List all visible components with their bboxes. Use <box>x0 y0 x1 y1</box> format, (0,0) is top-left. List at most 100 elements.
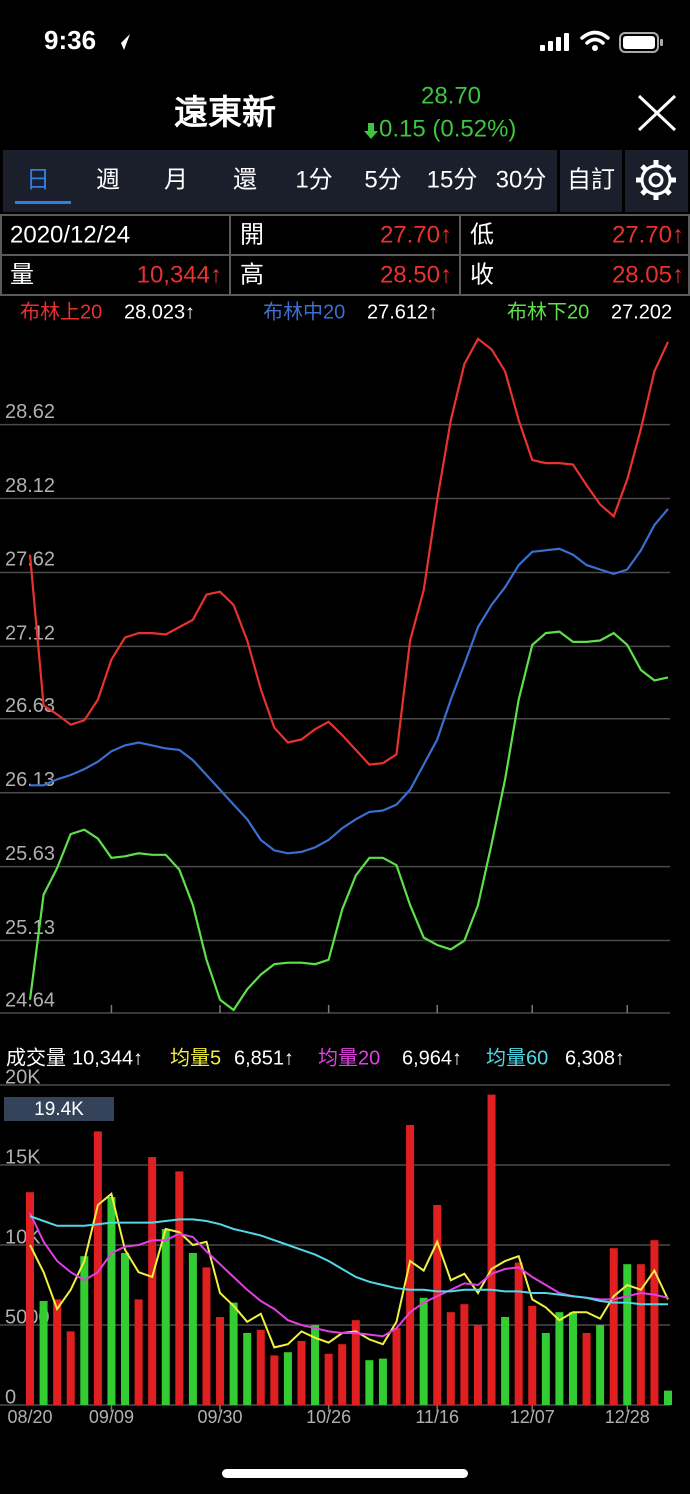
tab-underline <box>15 201 71 204</box>
tab[interactable]: 30分 <box>496 166 547 193</box>
volume-bar <box>460 1304 469 1405</box>
legend-name: 布林中20 <box>263 300 345 323</box>
quote-date: 2020/12/24 <box>10 221 130 248</box>
volume-bar <box>175 1171 184 1405</box>
y-tick-label: 10K <box>5 1226 41 1248</box>
volume-bar <box>188 1253 197 1405</box>
max-label: 19.4K <box>34 1099 84 1120</box>
tab[interactable]: 15分 <box>427 166 478 193</box>
quote-value: 27.70↑ <box>612 221 684 248</box>
tab[interactable]: 月 <box>164 166 188 193</box>
volume-bar <box>541 1333 550 1405</box>
signal-icon <box>540 33 569 51</box>
x-tick-label: 09/09 <box>89 1407 134 1427</box>
tab[interactable]: 還 <box>233 166 257 193</box>
volume-bar <box>419 1297 428 1405</box>
volume-bar <box>202 1267 211 1405</box>
y-tick-label: 26.63 <box>5 695 55 717</box>
y-tick-label: 24.64 <box>5 989 55 1011</box>
volume-bar <box>596 1325 605 1405</box>
volume-bar <box>446 1312 455 1405</box>
y-tick-label: 0 <box>5 1386 16 1408</box>
status-time: 9:36 <box>44 25 96 55</box>
tab[interactable]: 5分 <box>364 166 401 193</box>
volume-bar <box>487 1094 496 1405</box>
average-line <box>29 1212 669 1338</box>
y-tick-label: 27.12 <box>5 623 55 645</box>
legend-name: 布林上20 <box>20 300 102 323</box>
stock-change: 0.15 (0.52%) <box>379 115 516 142</box>
quote-label: 高 <box>240 261 264 288</box>
tab[interactable]: 1分 <box>295 166 332 193</box>
volume-bar <box>609 1248 618 1405</box>
y-tick-label: 15K <box>5 1146 41 1168</box>
x-tick-label: 08/20 <box>7 1407 52 1427</box>
legend-name: 成交量 <box>6 1046 66 1069</box>
quote-value: 28.50↑ <box>380 261 452 288</box>
y-tick-label: 20K <box>5 1066 41 1088</box>
quote-grid <box>0 214 690 296</box>
volume-bar <box>378 1358 387 1405</box>
tab[interactable]: 自訂 <box>567 166 615 193</box>
quote-label: 低 <box>470 221 494 248</box>
volume-bar <box>555 1312 564 1405</box>
legend-name: 均量5 <box>170 1046 221 1069</box>
y-tick-label: 26.13 <box>5 769 55 791</box>
down-arrow <box>364 123 378 139</box>
y-tick-label: 25.13 <box>5 917 55 939</box>
legend-value: 6,308↑ <box>565 1047 625 1069</box>
volume-bar <box>243 1333 252 1405</box>
battery-cap <box>660 39 663 46</box>
location-icon <box>114 34 130 50</box>
volume-bar <box>148 1157 157 1405</box>
settings-box <box>625 150 688 212</box>
volume-bar <box>107 1197 116 1405</box>
volume-bar <box>501 1317 510 1405</box>
battery-outline <box>619 32 659 53</box>
volume-bar <box>134 1299 143 1405</box>
volume-bar <box>650 1240 659 1405</box>
quote-label: 開 <box>240 221 264 248</box>
volume-bar <box>297 1341 306 1405</box>
settings-button[interactable] <box>636 160 676 200</box>
volume-bar <box>473 1325 482 1405</box>
tab[interactable]: 日 <box>26 166 50 193</box>
volume-bar <box>324 1353 333 1405</box>
x-tick-label: 09/30 <box>198 1407 243 1427</box>
volume-bar <box>365 1360 374 1405</box>
x-tick-label: 12/28 <box>605 1407 650 1427</box>
volume-bar <box>26 1192 34 1405</box>
quote-value: 10,344↑ <box>137 261 222 288</box>
average-line <box>29 1215 668 1306</box>
close-button[interactable] <box>637 94 677 132</box>
stock-price: 28.70 <box>421 82 481 109</box>
tab[interactable]: 週 <box>96 166 120 193</box>
volume-bar <box>283 1352 292 1405</box>
volume-bar <box>39 1301 48 1405</box>
tab-bar <box>3 150 557 212</box>
volume-bar <box>568 1312 577 1405</box>
volume-bar <box>53 1299 62 1405</box>
quote-label: 量 <box>10 261 34 288</box>
volume-bar <box>636 1264 645 1405</box>
volume-bar <box>351 1320 360 1405</box>
wifi-icon <box>580 30 610 45</box>
quote-label: 收 <box>470 261 494 288</box>
y-tick-label: 28.62 <box>5 401 55 423</box>
legend-value: 28.023↑ <box>124 301 195 323</box>
legend-value: 10,344↑ <box>72 1047 143 1069</box>
custom-tab-box <box>560 150 622 212</box>
legend-value: 27.202 <box>611 301 672 323</box>
bollinger-line <box>28 337 669 766</box>
battery-level <box>623 36 655 49</box>
volume-bar <box>161 1229 170 1405</box>
volume-bar <box>216 1317 225 1405</box>
home-indicator <box>222 1469 468 1478</box>
volume-bar <box>338 1344 347 1405</box>
x-tick-label: 11/16 <box>415 1407 459 1427</box>
volume-bar <box>80 1256 89 1405</box>
stock-title: 遠東新 <box>174 94 276 132</box>
y-tick-label: 25.63 <box>5 843 55 865</box>
volume-bar <box>229 1302 238 1405</box>
